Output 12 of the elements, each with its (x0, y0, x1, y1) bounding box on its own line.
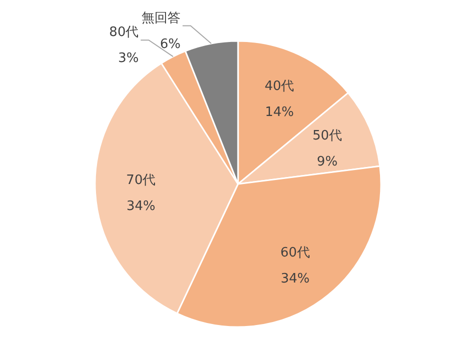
data-label: 14% (264, 105, 294, 120)
slice-label: 40代 (264, 79, 294, 94)
data-label: 9% (316, 154, 338, 170)
data-label: 34% (280, 272, 310, 287)
slice-label: 70代 (126, 173, 156, 188)
data-label: 6% (160, 36, 181, 52)
slice-label: 無回答 (142, 10, 181, 26)
slice-label: 80代 (109, 25, 139, 40)
data-label: 3% (118, 51, 139, 66)
data-label: 34% (126, 199, 156, 214)
slice-label: 50代 (312, 128, 342, 144)
slice-label: 60代 (280, 246, 310, 261)
